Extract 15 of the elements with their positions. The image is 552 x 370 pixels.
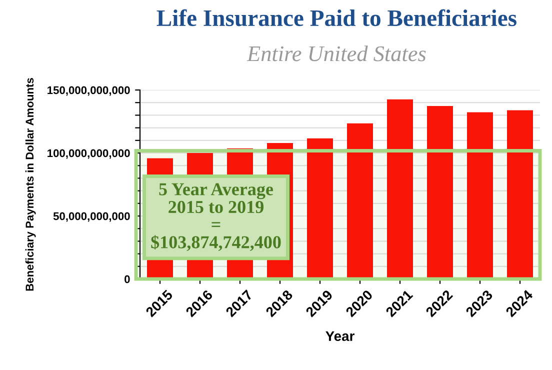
x-axis-title: Year xyxy=(326,331,354,342)
bar xyxy=(387,99,413,279)
bar xyxy=(467,112,493,279)
band-label: 5 Year Average 2015 to 2019 = $103,874,742,400 xyxy=(151,183,281,251)
bar xyxy=(427,106,453,279)
y-axis-title: Beneficiary Payments in Dollar Amounts xyxy=(25,78,36,291)
y-tick-label: 50,000,000,000 xyxy=(53,212,130,222)
chart-title: Life Insurance Paid to Beneficiaries xyxy=(156,9,516,26)
bar xyxy=(347,123,373,279)
y-tick-label: 0 xyxy=(124,275,130,284)
bar xyxy=(507,110,533,279)
y-tick-label: 150,000,000,000 xyxy=(48,86,130,96)
bar xyxy=(307,138,333,279)
y-tick-label: 100,000,000,000 xyxy=(48,149,130,159)
chart-subtitle: Entire United States xyxy=(246,46,426,62)
